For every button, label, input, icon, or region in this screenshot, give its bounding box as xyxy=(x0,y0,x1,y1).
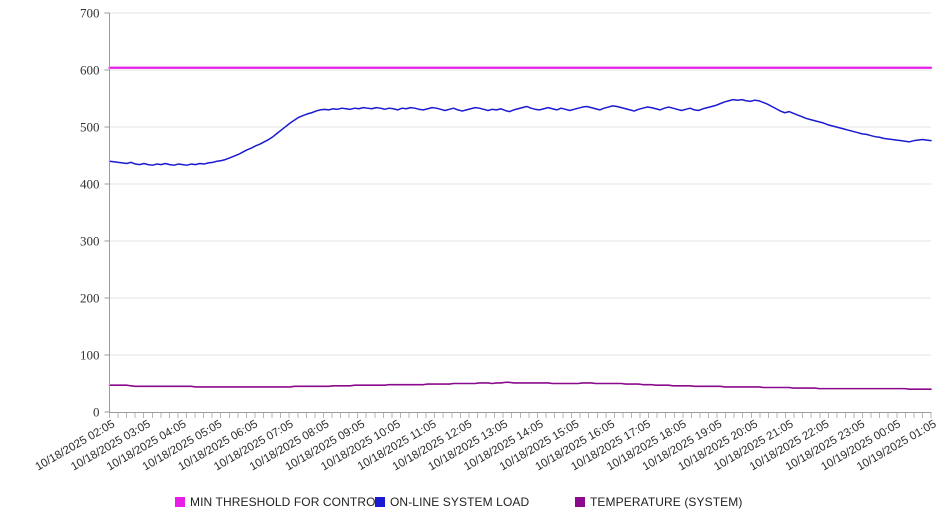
legend-swatch xyxy=(375,497,385,507)
gridlines-group xyxy=(109,12,931,356)
y-axis-tick-label: 600 xyxy=(80,63,100,78)
legend-label: MIN THRESHOLD FOR CONTROL xyxy=(190,495,383,509)
y-axis-tick-label: 100 xyxy=(80,348,100,363)
series-line xyxy=(108,98,932,166)
y-axis-labels-group: 0 100 200 300 400 500 600 700 xyxy=(80,6,100,420)
y-axis-tick-label: 200 xyxy=(80,291,100,306)
legend-label: ON-LINE SYSTEM LOAD xyxy=(390,495,529,509)
legend-swatch xyxy=(575,497,585,507)
y-axis-tick-label: 0 xyxy=(93,405,100,420)
series-line xyxy=(108,381,932,391)
y-axis-tick-label: 400 xyxy=(80,177,100,192)
legend: MIN THRESHOLD FOR CONTROL ON-LINE SYSTEM … xyxy=(175,495,742,509)
legend-label: TEMPERATURE (SYSTEM) xyxy=(590,495,742,509)
legend-swatch xyxy=(175,497,185,507)
y-axis-tick-label: 700 xyxy=(80,6,100,21)
plot-series-group xyxy=(108,66,933,391)
y-axis-ticks-group xyxy=(104,12,110,413)
y-axis-tick-label: 500 xyxy=(80,120,100,135)
y-axis-tick-label: 300 xyxy=(80,234,100,249)
